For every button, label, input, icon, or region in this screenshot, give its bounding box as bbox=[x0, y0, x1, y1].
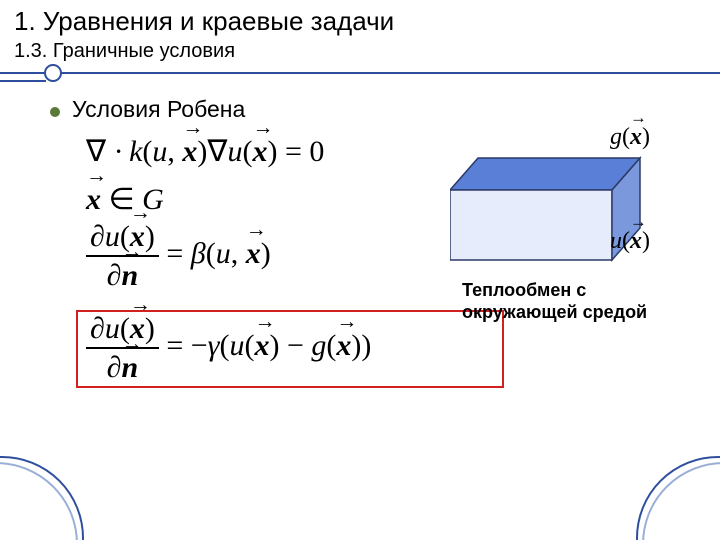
corner-br-arc-icon bbox=[636, 456, 720, 540]
cube-label-g: g(→x) bbox=[610, 124, 650, 151]
slide-title: 1. Уравнения и краевые задачи bbox=[14, 6, 394, 37]
cube-label-u: u(→x) bbox=[610, 228, 650, 255]
header-line-icon bbox=[0, 72, 720, 74]
bullet-label: Условия Робена bbox=[72, 96, 245, 123]
slide: 1. Уравнения и краевые задачи 1.3. Грани… bbox=[0, 0, 720, 540]
header-circle-icon bbox=[44, 64, 62, 82]
equation-4: ∂u(→x) ∂→n = −γ(u(→x) − g(→x)) bbox=[86, 312, 371, 384]
corner-bl-arc-icon bbox=[0, 456, 84, 540]
cube-icon bbox=[450, 140, 660, 280]
equation-3: ∂u(→x) ∂→n = β(u, →x) bbox=[86, 220, 271, 292]
cube-illustration: g(→x) u(→x) bbox=[450, 140, 670, 280]
equation-1: ∇ · k(u, →x)∇u(→x) = 0 bbox=[86, 134, 324, 169]
cube-caption: Теплообмен с окружающей средой bbox=[462, 280, 682, 323]
slide-subtitle: 1.3. Граничные условия bbox=[14, 40, 235, 63]
equation-2: →x ∈ G bbox=[86, 182, 164, 217]
header-line2-icon bbox=[0, 80, 46, 82]
bullet-dot-icon bbox=[50, 107, 60, 117]
